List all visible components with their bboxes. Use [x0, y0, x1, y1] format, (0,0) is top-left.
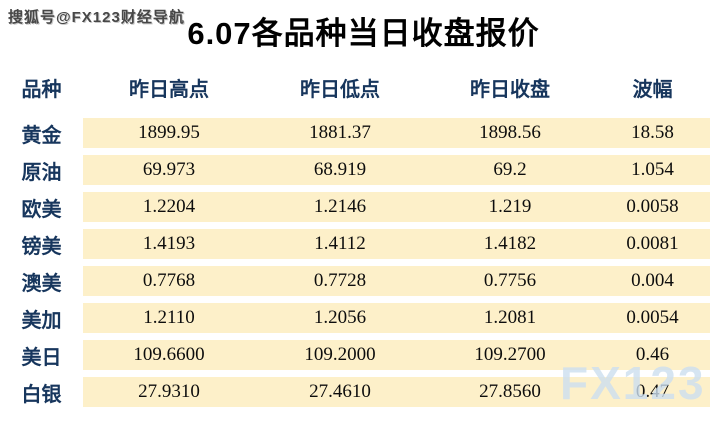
- instrument-label: 美加: [0, 303, 83, 333]
- prev-high-value: 69.973: [83, 155, 255, 185]
- prev-high-value: 1899.95: [83, 118, 255, 148]
- prev-high-value: 1.4193: [83, 229, 255, 259]
- prev-close-value: 1.219: [425, 192, 595, 222]
- table-row: 黄金 1899.95 1881.37 1898.56 18.58: [0, 118, 710, 148]
- instrument-label: 黄金: [0, 118, 83, 148]
- range-value: 0.004: [595, 266, 710, 296]
- instrument-label: 欧美: [0, 192, 83, 222]
- column-header-range: 波幅: [632, 78, 673, 101]
- prev-low-value: 1.2146: [255, 192, 425, 222]
- instrument-label: 原油: [0, 155, 83, 185]
- table-row: 原油 69.973 68.919 69.2 1.054: [0, 155, 710, 185]
- prev-low-value: 1.4112: [255, 229, 425, 259]
- prev-low-value: 27.4610: [255, 377, 425, 407]
- prev-high-value: 109.6600: [83, 340, 255, 370]
- table-rows: 黄金 1899.95 1881.37 1898.56 18.58 原油 69.9…: [0, 118, 710, 407]
- table-header-row: 品种 昨日高点 昨日低点 昨日收盘 波幅: [0, 70, 710, 104]
- prev-close-value: 1.4182: [425, 229, 595, 259]
- range-value: 0.0054: [595, 303, 710, 333]
- instrument-label: 镑美: [0, 229, 83, 259]
- sohu-account-watermark: 搜狐号@FX123财经导航: [8, 9, 185, 26]
- prev-close-value: 69.2: [425, 155, 595, 185]
- range-value: 18.58: [595, 118, 710, 148]
- instrument-label: 美日: [0, 340, 83, 370]
- prev-low-value: 0.7728: [255, 266, 425, 296]
- table-row: 美加 1.2110 1.2056 1.2081 0.0054: [0, 303, 710, 333]
- prev-high-value: 1.2110: [83, 303, 255, 333]
- prev-low-value: 68.919: [255, 155, 425, 185]
- prev-close-value: 109.2700: [425, 340, 595, 370]
- column-header-prev-low: 昨日低点: [300, 78, 380, 101]
- table-row: 镑美 1.4193 1.4112 1.4182 0.0081: [0, 229, 710, 259]
- prev-close-value: 27.8560: [425, 377, 595, 407]
- page-title: 6.07各品种当日收盘报价: [187, 16, 540, 51]
- column-header-prev-high: 昨日高点: [129, 78, 209, 101]
- quote-table: 品种 昨日高点 昨日低点 昨日收盘 波幅 黄金 1899.95 1881.37 …: [0, 70, 710, 414]
- prev-close-value: 1.2081: [425, 303, 595, 333]
- instrument-label: 白银: [0, 377, 83, 407]
- range-value: 0.47: [595, 377, 710, 407]
- prev-high-value: 1.2204: [83, 192, 255, 222]
- prev-high-value: 0.7768: [83, 266, 255, 296]
- column-header-instrument: 品种: [21, 78, 62, 101]
- table-row: 白银 27.9310 27.4610 27.8560 0.47: [0, 377, 710, 407]
- prev-close-value: 0.7756: [425, 266, 595, 296]
- prev-low-value: 1881.37: [255, 118, 425, 148]
- prev-close-value: 1898.56: [425, 118, 595, 148]
- prev-low-value: 1.2056: [255, 303, 425, 333]
- range-value: 0.0058: [595, 192, 710, 222]
- range-value: 0.0081: [595, 229, 710, 259]
- column-header-prev-close: 昨日收盘: [470, 78, 550, 101]
- range-value: 1.054: [595, 155, 710, 185]
- range-value: 0.46: [595, 340, 710, 370]
- prev-low-value: 109.2000: [255, 340, 425, 370]
- table-row: 美日 109.6600 109.2000 109.2700 0.46: [0, 340, 710, 370]
- prev-high-value: 27.9310: [83, 377, 255, 407]
- table-row: 澳美 0.7768 0.7728 0.7756 0.004: [0, 266, 710, 296]
- table-row: 欧美 1.2204 1.2146 1.219 0.0058: [0, 192, 710, 222]
- instrument-label: 澳美: [0, 266, 83, 296]
